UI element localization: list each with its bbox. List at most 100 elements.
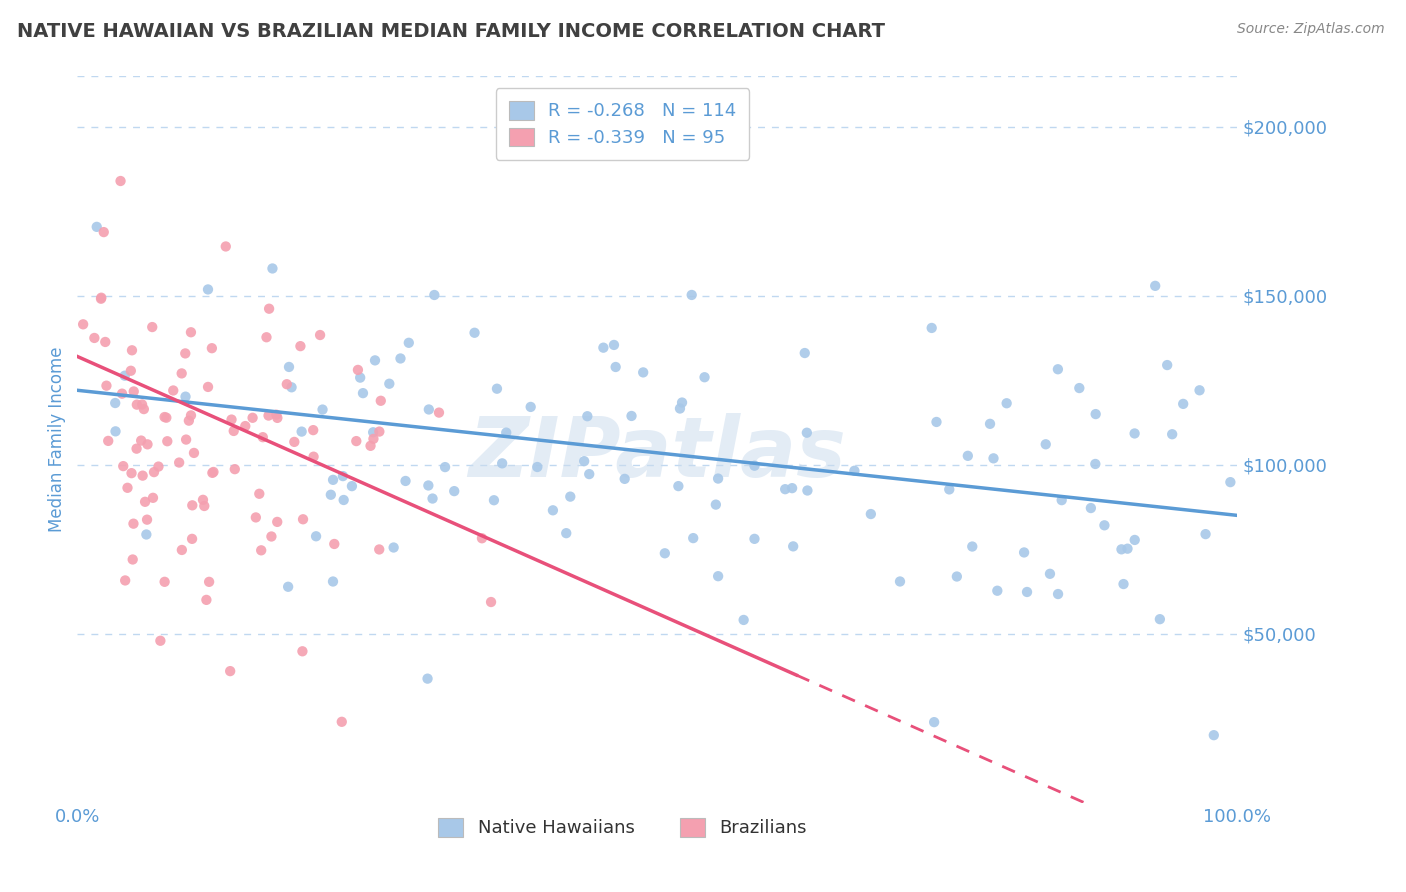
Point xyxy=(398,335,420,350)
Point xyxy=(1050,493,1073,508)
Point xyxy=(170,367,193,381)
Point xyxy=(363,432,385,446)
Point xyxy=(125,398,148,412)
Text: ZIPatlas: ZIPatlas xyxy=(468,413,846,494)
Point xyxy=(443,484,465,499)
Point xyxy=(983,451,1005,466)
Point xyxy=(962,540,984,554)
Point xyxy=(121,343,143,358)
Point xyxy=(201,341,224,355)
Point xyxy=(167,456,190,470)
Point xyxy=(332,469,354,483)
Point xyxy=(215,239,238,253)
Point xyxy=(233,419,256,434)
Point xyxy=(181,499,204,513)
Point xyxy=(495,425,517,440)
Point xyxy=(257,409,280,423)
Point xyxy=(290,339,312,353)
Point xyxy=(90,291,112,305)
Point xyxy=(572,454,595,468)
Point xyxy=(153,574,176,589)
Point xyxy=(603,338,626,352)
Point xyxy=(1084,407,1107,421)
Point xyxy=(247,487,270,501)
Point xyxy=(262,261,284,276)
Y-axis label: Median Family Income: Median Family Income xyxy=(48,347,66,532)
Point xyxy=(90,292,112,306)
Point xyxy=(266,515,288,529)
Point xyxy=(330,714,353,729)
Point xyxy=(1047,587,1070,601)
Point xyxy=(389,351,412,366)
Point xyxy=(221,412,243,426)
Point xyxy=(114,574,136,588)
Point xyxy=(434,460,457,475)
Point xyxy=(793,346,815,360)
Point xyxy=(360,439,382,453)
Point xyxy=(1202,728,1225,742)
Point xyxy=(925,415,948,429)
Point xyxy=(202,465,225,479)
Point xyxy=(485,382,508,396)
Text: NATIVE HAWAIIAN VS BRAZILIAN MEDIAN FAMILY INCOME CORRELATION CHART: NATIVE HAWAIIAN VS BRAZILIAN MEDIAN FAMI… xyxy=(17,22,884,41)
Point xyxy=(361,425,384,440)
Point xyxy=(479,595,502,609)
Point xyxy=(995,396,1018,410)
Point xyxy=(956,449,979,463)
Point xyxy=(349,370,371,384)
Point xyxy=(323,537,346,551)
Point xyxy=(266,408,288,422)
Point xyxy=(1111,542,1133,557)
Point xyxy=(344,434,367,449)
Point xyxy=(889,574,911,589)
Point xyxy=(1219,475,1241,490)
Point xyxy=(394,474,416,488)
Point xyxy=(193,499,215,513)
Point xyxy=(302,450,325,464)
Point xyxy=(135,527,157,541)
Point xyxy=(921,321,943,335)
Point xyxy=(291,425,314,439)
Point xyxy=(1012,545,1035,559)
Point xyxy=(260,529,283,543)
Point xyxy=(121,552,143,566)
Point xyxy=(245,510,267,524)
Point xyxy=(278,359,301,374)
Point xyxy=(782,540,804,554)
Point xyxy=(979,417,1001,431)
Point xyxy=(277,580,299,594)
Point xyxy=(1144,278,1167,293)
Point xyxy=(183,446,205,460)
Point xyxy=(423,288,446,302)
Point xyxy=(796,483,818,498)
Point xyxy=(302,423,325,437)
Point xyxy=(191,492,214,507)
Point xyxy=(219,664,242,678)
Point xyxy=(1156,358,1178,372)
Point xyxy=(352,386,374,401)
Point xyxy=(256,330,278,344)
Point xyxy=(418,478,440,492)
Point xyxy=(1161,427,1184,442)
Point xyxy=(332,493,354,508)
Point xyxy=(1035,437,1057,451)
Point xyxy=(121,466,143,480)
Point xyxy=(120,364,142,378)
Point xyxy=(242,410,264,425)
Point xyxy=(114,368,136,383)
Point xyxy=(796,425,818,440)
Point xyxy=(283,434,305,449)
Point xyxy=(252,430,274,444)
Point xyxy=(136,513,159,527)
Point xyxy=(744,532,766,546)
Point xyxy=(1116,541,1139,556)
Point xyxy=(311,402,333,417)
Point xyxy=(222,424,245,438)
Point xyxy=(555,526,578,541)
Point xyxy=(180,325,202,339)
Point xyxy=(142,491,165,505)
Point xyxy=(201,466,224,480)
Point xyxy=(1084,457,1107,471)
Point xyxy=(174,433,197,447)
Point xyxy=(309,328,332,343)
